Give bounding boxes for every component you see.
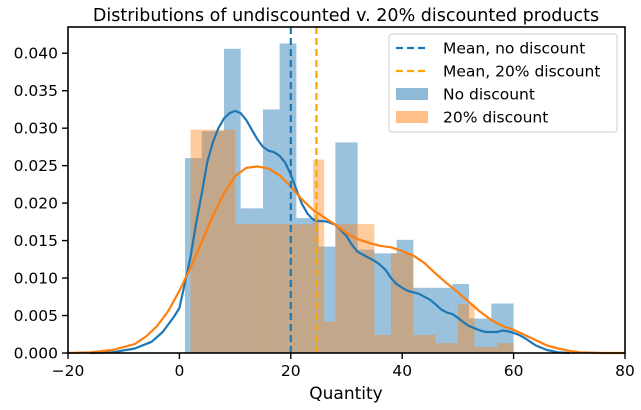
x-tick-label: 40 xyxy=(392,362,412,380)
x-axis-title: Quantity xyxy=(309,384,382,404)
legend-item-mean-no-discount: Mean, no discount xyxy=(396,40,585,58)
plot-frame xyxy=(67,26,626,354)
legend-label: Mean, no discount xyxy=(443,40,585,58)
kde-line-no-discount xyxy=(90,109,570,355)
kde-line-20pct-discount xyxy=(67,165,625,355)
legend-item-no-discount: No discount xyxy=(396,86,535,104)
legend-label: Mean, 20% discount xyxy=(443,63,600,81)
x-tick-label: 80 xyxy=(615,362,635,380)
hist-bar-20pct-discount xyxy=(496,343,514,353)
hist-bar-no-discount xyxy=(318,246,336,353)
hist-bar-no-discount xyxy=(335,142,358,353)
hist-bar-no-discount xyxy=(184,158,202,353)
hist-bar-20pct-discount xyxy=(413,335,436,353)
hist-bar-20pct-discount xyxy=(435,343,458,353)
histogram-layer xyxy=(184,43,514,353)
hist-bar-no-discount xyxy=(413,287,431,353)
hist-bar-20pct-discount xyxy=(235,224,314,353)
legend-label: No discount xyxy=(443,86,535,104)
hist-bar-no-discount xyxy=(240,208,263,353)
hist-bar-no-discount xyxy=(396,239,414,353)
hist-bar-no-discount xyxy=(279,43,297,353)
y-tick-label: 0.020 xyxy=(14,195,58,213)
legend: Mean, no discount Mean, 20% discount No di… xyxy=(388,33,618,133)
y-tick-label: 0.005 xyxy=(14,307,58,325)
legend-item-mean-20pct-discount: Mean, 20% discount xyxy=(396,63,600,81)
hist-bar-no-discount xyxy=(262,109,280,353)
hist-bar-20pct-discount xyxy=(457,304,475,353)
y-tick-label: 0.015 xyxy=(14,232,58,250)
chart-title: Distributions of undiscounted v. 20% dis… xyxy=(93,6,599,26)
legend-item-20pct-discount: 20% discount xyxy=(396,109,548,127)
y-axis: 0.000 0.005 0.010 0.015 0.020 0.025 0.030 0.035… xyxy=(14,45,68,363)
hist-bar-20pct-discount xyxy=(374,335,392,353)
kde-layer xyxy=(67,109,625,355)
hist-bar-20pct-discount xyxy=(474,347,497,353)
hist-bar-no-discount xyxy=(491,303,514,353)
y-tick-label: 0.030 xyxy=(14,120,58,138)
x-tick-label: 60 xyxy=(504,362,524,380)
y-tick-label: 0.010 xyxy=(14,270,58,288)
x-tick-label: 20 xyxy=(281,362,301,380)
y-tick-label: 0.000 xyxy=(14,345,58,363)
y-tick-label: 0.040 xyxy=(14,45,58,63)
hist-bar-no-discount xyxy=(296,218,319,353)
hist-bar-20pct-discount xyxy=(357,224,375,353)
hist-bar-20pct-discount xyxy=(313,159,325,353)
legend-swatch xyxy=(396,111,428,123)
hist-bar-20pct-discount xyxy=(335,224,358,353)
hist-bar-no-discount xyxy=(201,131,224,353)
legend-label: 20% discount xyxy=(443,109,548,127)
x-tick-label: −20 xyxy=(52,362,85,380)
x-axis: −20 0 20 40 60 80 xyxy=(52,353,635,380)
legend-box xyxy=(388,33,618,133)
hist-bar-20pct-discount xyxy=(391,253,414,353)
y-tick-label: 0.035 xyxy=(14,82,58,100)
y-tick-label: 0.025 xyxy=(14,157,58,175)
x-tick-label: 0 xyxy=(174,362,184,380)
hist-bar-20pct-discount xyxy=(190,129,236,353)
legend-swatch xyxy=(396,88,428,100)
hist-bar-20pct-discount xyxy=(324,321,336,353)
hist-bar-no-discount xyxy=(357,249,375,353)
hist-bar-no-discount xyxy=(223,48,241,353)
hist-bar-no-discount xyxy=(452,284,470,353)
